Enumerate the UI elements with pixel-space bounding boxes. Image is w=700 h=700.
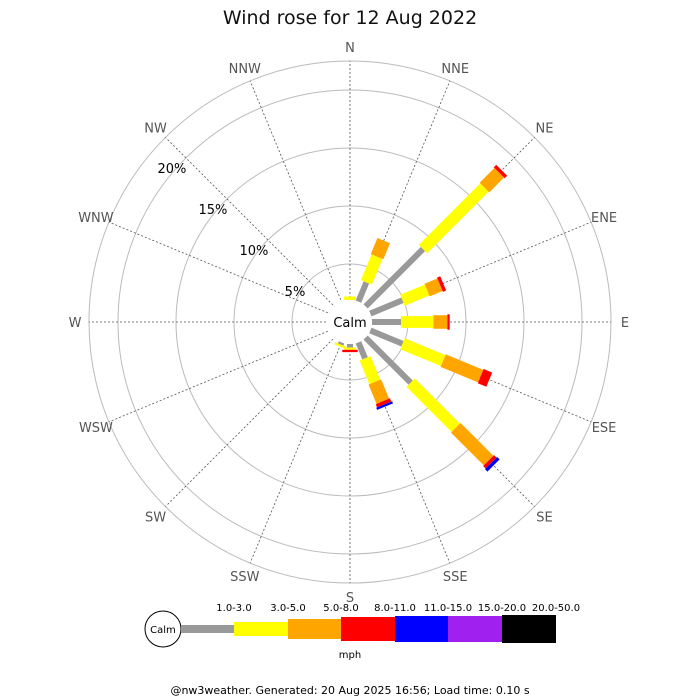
direction-label-se: SE: [536, 510, 552, 525]
legend-swatch: [448, 616, 502, 642]
bar-ene-bin-3: [437, 276, 447, 292]
grid-spoke: [349, 221, 592, 323]
bar-sse-bin-3: [375, 398, 392, 408]
chart-title: Wind rose for 12 Aug 2022: [223, 7, 477, 29]
bar-ese-bin-3: [477, 369, 493, 387]
bar-nne-bin-1: [360, 254, 383, 285]
bar-ene-bin-2: [424, 278, 443, 297]
direction-labels: N NNE NE ENE E ESE SE SSE S SSW SW WSW W WNW NW NNW: [69, 41, 630, 606]
direction-label-nnw: NNW: [229, 62, 261, 77]
bar-ene-bin-1: [400, 284, 430, 306]
grid-spoke: [165, 321, 351, 507]
bar-se-bin-4: [484, 456, 500, 472]
bar-sse-bin-1: [359, 356, 381, 385]
direction-label-s: S: [346, 591, 354, 606]
legend-swatch: [181, 625, 234, 633]
direction-label-sse: SSE: [443, 570, 468, 585]
bar-ne-bin-3: [493, 164, 508, 179]
bar-sse-bin-2: [368, 379, 390, 404]
grid-spoke: [349, 321, 451, 564]
legend-bin-label: 15.0-20.0: [478, 603, 526, 614]
bar-sse-bin-0: [355, 341, 368, 360]
bar-ese-bin-1: [400, 338, 446, 367]
legend-unit: mph: [339, 650, 361, 661]
grid-spoke: [349, 80, 451, 323]
direction-label-n: N: [345, 41, 355, 56]
ring-label: 20%: [157, 162, 186, 177]
bar-se-bin-2: [450, 422, 494, 466]
direction-label-ne: NE: [535, 122, 553, 137]
bar-se-bin-1: [406, 378, 460, 432]
legend-bin-label: 1.0-3.0: [216, 603, 251, 614]
legend-bin-label: 20.0-50.0: [532, 603, 580, 614]
direction-label-wnw: WNW: [78, 211, 114, 226]
direction-label-nne: NNE: [441, 62, 469, 77]
direction-label-e: E: [621, 316, 629, 331]
direction-label-sw: SW: [145, 510, 166, 525]
direction-label-ssw: SSW: [230, 570, 260, 585]
bar-ssw-bin-1: [334, 342, 347, 349]
grid-spoke: [108, 321, 351, 423]
calm-label: Calm: [333, 316, 366, 331]
bar-nne-bin-0: [355, 281, 370, 303]
legend-bin-label: 3.0-5.0: [270, 603, 305, 614]
ring-label: 15%: [199, 203, 228, 218]
legend-calm-label: Calm: [150, 625, 176, 636]
bar-se-bin-3: [483, 455, 497, 469]
speed-legend: Calm 1.0-3.0 3.0-5.0 5.0-8.0 8.0-11.0 11.0-15…: [144, 603, 580, 661]
ring-labels: 5% 10% 15% 20%: [157, 162, 305, 300]
direction-label-ese: ESE: [592, 421, 617, 436]
bar-ne-bin-0: [363, 246, 426, 309]
legend-swatch: [502, 615, 556, 643]
legend-swatch: [395, 616, 448, 642]
bar-ene-bin-0: [369, 297, 404, 317]
legend-bin-label: 8.0-11.0: [374, 603, 416, 614]
legend-bin-label: 11.0-15.0: [424, 603, 472, 614]
bar-ese-bin-2: [440, 354, 484, 383]
bar-ese-bin-0: [369, 327, 404, 347]
grid-spoke: [108, 221, 351, 323]
bar-se-bin-0: [363, 335, 413, 385]
grid-spoke: [349, 137, 535, 323]
bar-sse-bin-4: [376, 401, 394, 410]
grid-spoke: [349, 321, 592, 423]
grid-spoke: [249, 321, 351, 564]
direction-label-nw: NW: [144, 122, 167, 137]
wind-bars: [334, 164, 508, 472]
polar-grid: [88, 60, 612, 584]
grid-spoke: [165, 137, 351, 323]
direction-label-ene: ENE: [591, 211, 617, 226]
bar-ssw-bin-0: [337, 341, 345, 346]
grid-spoke: [349, 321, 535, 507]
legend-bin-label: 5.0-8.0: [323, 603, 358, 614]
ring-label: 5%: [285, 285, 306, 300]
direction-label-w: W: [69, 316, 82, 331]
footer-text: @nw3weather. Generated: 20 Aug 2025 16:5…: [170, 684, 529, 697]
legend-swatch: [341, 617, 395, 641]
grid-spoke: [249, 80, 351, 323]
legend-swatch: [288, 619, 341, 639]
bar-nne-bin-2: [370, 237, 391, 260]
ring-label: 10%: [240, 244, 269, 259]
bar-ne-bin-1: [418, 183, 489, 254]
bar-ne-bin-2: [479, 167, 505, 193]
direction-label-wsw: WSW: [79, 421, 113, 436]
calm-circle: Calm: [328, 300, 372, 344]
legend-swatch: [234, 622, 288, 636]
